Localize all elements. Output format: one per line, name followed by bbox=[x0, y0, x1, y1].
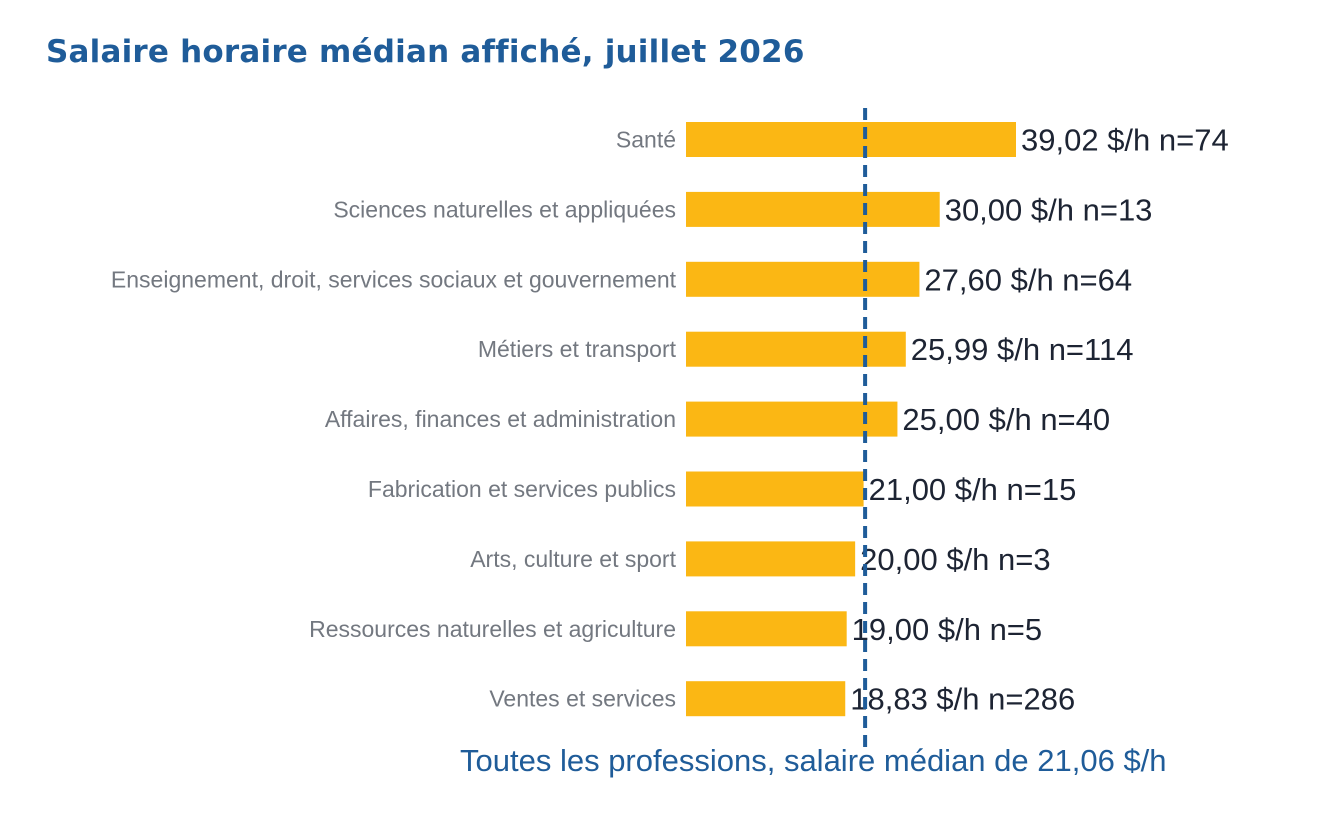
bar bbox=[686, 191, 940, 227]
data-label: 20,00 $/h n=3 bbox=[860, 542, 1050, 577]
category-label: Santé bbox=[616, 127, 676, 153]
bar bbox=[686, 401, 898, 437]
category-label: Fabrication et services publics bbox=[368, 476, 676, 502]
bar bbox=[686, 611, 847, 647]
category-label: Métiers et transport bbox=[478, 336, 677, 362]
category-label: Enseignement, droit, services sociaux et… bbox=[111, 266, 677, 292]
category-label: Ressources naturelles et agriculture bbox=[309, 616, 676, 642]
category-label: Arts, culture et sport bbox=[470, 546, 676, 572]
category-label: Affaires, finances et administration bbox=[325, 406, 676, 432]
chart-title: Salaire horaire médian affiché, juillet … bbox=[46, 34, 805, 70]
bar bbox=[686, 331, 906, 367]
bar bbox=[686, 122, 1016, 157]
reference-line-label: Toutes les professions, salaire médian d… bbox=[460, 743, 1167, 778]
data-label: 18,83 $/h n=286 bbox=[850, 682, 1075, 717]
category-label: Sciences naturelles et appliquées bbox=[333, 196, 676, 222]
data-label: 39,02 $/h n=74 bbox=[1021, 123, 1229, 158]
bar bbox=[686, 471, 864, 507]
data-label: 25,00 $/h n=40 bbox=[902, 402, 1110, 437]
data-label: 25,99 $/h n=114 bbox=[911, 332, 1134, 367]
reference-line-layer: Toutes les professions, salaire médian d… bbox=[460, 108, 1167, 778]
data-label: 30,00 $/h n=13 bbox=[945, 192, 1153, 227]
bars-layer bbox=[686, 122, 1016, 717]
bar bbox=[686, 541, 856, 577]
category-label: Ventes et services bbox=[489, 686, 676, 712]
data-label: 27,60 $/h n=64 bbox=[924, 262, 1132, 297]
data-label: 21,00 $/h n=15 bbox=[869, 472, 1077, 507]
bar bbox=[686, 261, 920, 297]
data-label: 19,00 $/h n=5 bbox=[852, 612, 1042, 647]
labels-layer: Santé 39,02 $/h n=74 Sciences naturelles e… bbox=[111, 123, 1229, 717]
bar bbox=[686, 681, 846, 717]
